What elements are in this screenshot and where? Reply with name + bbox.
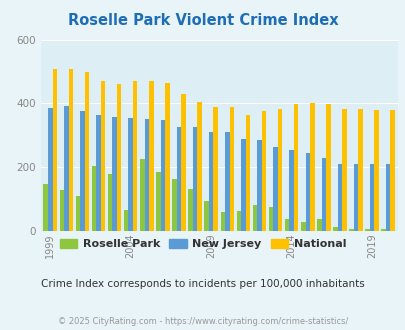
Bar bbox=[96, 115, 100, 231]
Bar bbox=[268, 207, 273, 231]
Bar bbox=[68, 69, 73, 231]
Bar bbox=[92, 166, 96, 231]
Bar bbox=[133, 81, 137, 231]
Bar bbox=[197, 102, 201, 231]
Bar bbox=[64, 106, 68, 231]
Bar bbox=[300, 222, 305, 231]
Bar bbox=[112, 117, 117, 231]
Bar bbox=[284, 219, 289, 231]
Text: Roselle Park Violent Crime Index: Roselle Park Violent Crime Index bbox=[68, 13, 337, 28]
Bar bbox=[160, 120, 165, 231]
Bar bbox=[165, 82, 169, 231]
Bar bbox=[204, 201, 209, 231]
Bar bbox=[188, 188, 192, 231]
Bar bbox=[369, 164, 373, 231]
Bar bbox=[277, 110, 281, 231]
Bar bbox=[229, 107, 233, 231]
Bar bbox=[333, 226, 337, 231]
Bar bbox=[60, 190, 64, 231]
Bar bbox=[100, 81, 105, 231]
Text: Crime Index corresponds to incidents per 100,000 inhabitants: Crime Index corresponds to incidents per… bbox=[41, 279, 364, 289]
Bar bbox=[348, 229, 353, 231]
Bar bbox=[176, 127, 181, 231]
Bar bbox=[341, 109, 346, 231]
Bar bbox=[241, 140, 245, 231]
Text: © 2025 CityRating.com - https://www.cityrating.com/crime-statistics/: © 2025 CityRating.com - https://www.city… bbox=[58, 317, 347, 326]
Bar bbox=[213, 107, 217, 231]
Bar bbox=[316, 219, 321, 231]
Bar bbox=[156, 172, 160, 231]
Bar bbox=[181, 94, 185, 231]
Bar bbox=[257, 140, 261, 231]
Bar bbox=[289, 150, 293, 231]
Bar bbox=[325, 104, 330, 231]
Bar bbox=[364, 229, 369, 231]
Bar bbox=[321, 158, 325, 231]
Bar bbox=[52, 69, 57, 231]
Bar bbox=[43, 184, 48, 231]
Bar bbox=[220, 213, 224, 231]
Bar bbox=[85, 72, 89, 231]
Bar bbox=[252, 205, 257, 231]
Bar bbox=[172, 179, 176, 231]
Bar bbox=[390, 110, 394, 231]
Bar bbox=[144, 119, 149, 231]
Bar bbox=[357, 110, 362, 231]
Bar bbox=[353, 164, 357, 231]
Bar bbox=[117, 84, 121, 231]
Bar bbox=[48, 108, 52, 231]
Bar bbox=[75, 196, 80, 231]
Legend: Roselle Park, New Jersey, National: Roselle Park, New Jersey, National bbox=[55, 234, 350, 253]
Bar bbox=[381, 229, 385, 231]
Bar bbox=[236, 211, 241, 231]
Bar bbox=[124, 210, 128, 231]
Bar bbox=[192, 127, 197, 231]
Bar bbox=[108, 174, 112, 231]
Bar bbox=[305, 153, 309, 231]
Bar bbox=[128, 118, 133, 231]
Bar bbox=[149, 82, 153, 231]
Bar bbox=[140, 159, 144, 231]
Bar bbox=[273, 147, 277, 231]
Bar bbox=[261, 112, 266, 231]
Bar bbox=[385, 164, 390, 231]
Bar bbox=[293, 104, 298, 231]
Bar bbox=[309, 103, 314, 231]
Bar bbox=[373, 110, 378, 231]
Bar bbox=[337, 164, 341, 231]
Bar bbox=[209, 132, 213, 231]
Bar bbox=[245, 115, 249, 231]
Bar bbox=[80, 112, 85, 231]
Bar bbox=[224, 132, 229, 231]
